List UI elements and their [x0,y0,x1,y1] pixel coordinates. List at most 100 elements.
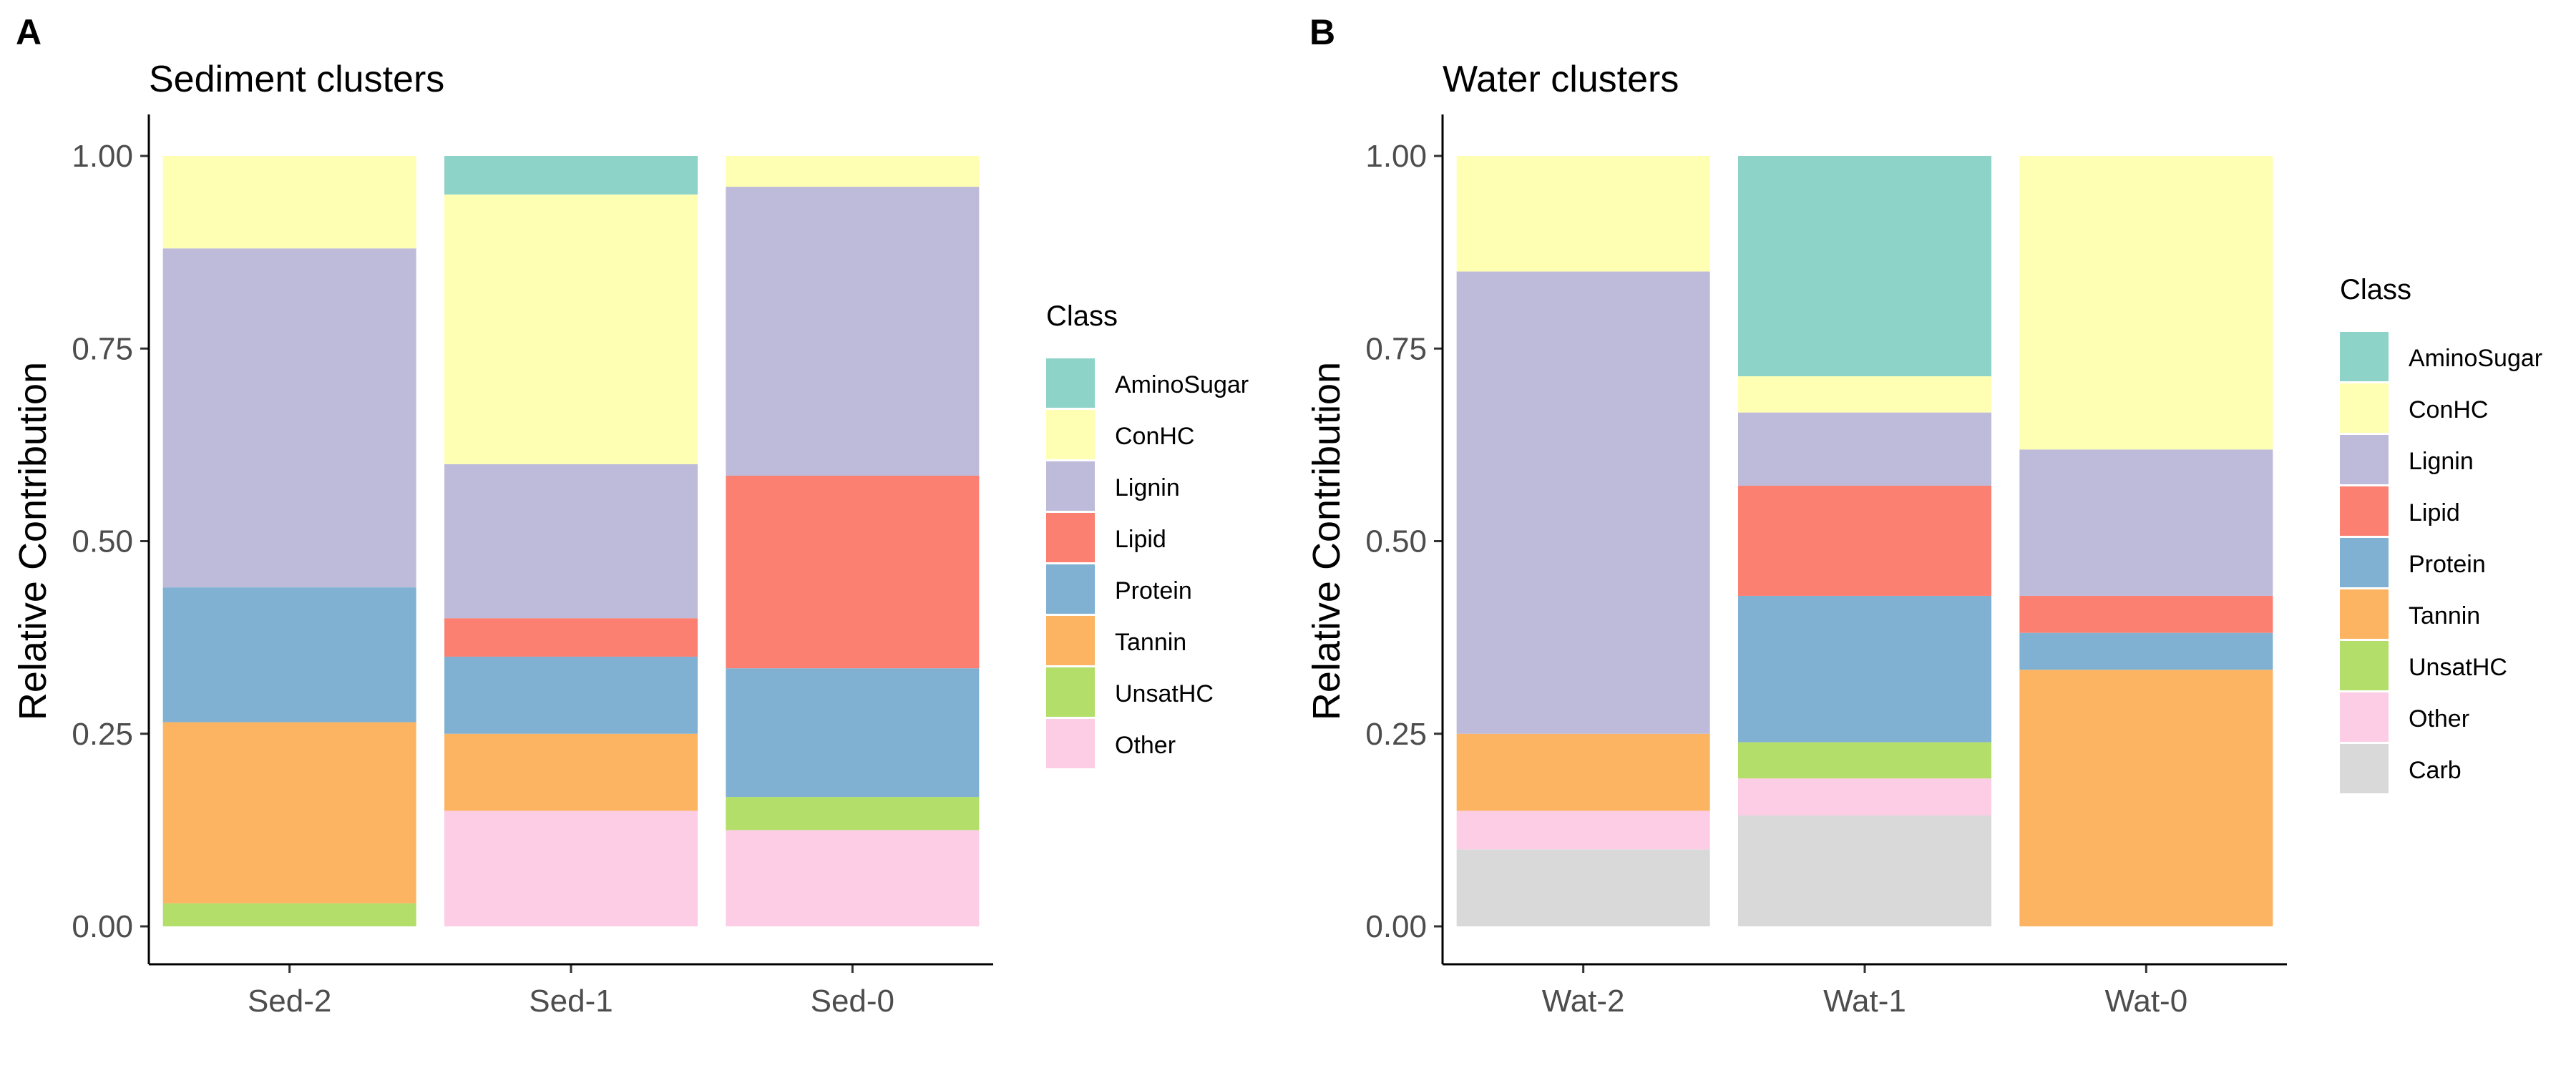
legend: Class AminoSugar ConHC Lignin Lipid Protein Ta… [2340,274,2542,793]
legend-swatch-lipid [2340,486,2389,536]
bar-segment-unsathc-sed-2 [162,903,416,926]
bar-segment-other-wat-2 [1456,810,1710,850]
legend-swatch-lignin [1046,461,1095,511]
legend-label-aminosugar: AminoSugar [1115,371,1249,398]
legend-label-lipid: Lipid [1115,526,1166,553]
bar-segment-lipid-sed-1 [444,618,698,657]
legend-label-unsathc: UnsatHC [2409,654,2507,681]
bar-segment-protein-sed-1 [444,657,698,734]
legend-swatch-lignin [2340,435,2389,484]
y-tick-label: 1.00 [1365,139,1427,174]
bar-segment-lipid-sed-0 [726,475,980,669]
x-tick-label: Sed-1 [529,984,613,1019]
bar-segment-unsathc-sed-0 [726,797,980,831]
bar-segment-carb-wat-1 [1738,815,1991,926]
panel-b: B Water clusters Relative Contribution Wat-… [1305,12,2542,1019]
legend-label-lignin: Lignin [2409,448,2474,475]
legend-label-tannin: Tannin [2409,602,2480,629]
y-tick-label: 0.50 [72,524,133,559]
legend-swatch-unsathc [1046,667,1095,717]
bar-segment-other-sed-1 [444,810,698,926]
bar-segment-other-sed-0 [726,830,980,926]
y-tick-label: 0.00 [72,909,133,944]
legend-label-protein: Protein [2409,551,2486,578]
panel-letter: A [16,12,42,52]
bar-segment-protein-sed-0 [726,668,980,798]
y-tick-label: 1.00 [72,139,133,174]
bar-segment-tannin-sed-2 [162,722,416,903]
bar-segment-conhc-sed-0 [726,156,980,187]
legend-swatch-tannin [1046,616,1095,665]
legend-swatch-protein [1046,564,1095,614]
legend-label-unsathc: UnsatHC [1115,680,1214,707]
bar-segment-conhc-wat-2 [1456,156,1710,272]
legend-title: Class [1046,300,1118,332]
bar-segment-lignin-sed-2 [162,248,416,588]
legend-label-tannin: Tannin [1115,629,1186,656]
bar-segment-lignin-sed-0 [726,187,980,476]
y-tick-label: 0.50 [1365,524,1427,559]
legend-swatch-aminosugar [2340,332,2389,381]
legend-label-carb: Carb [2409,757,2462,784]
legend-label-other: Other [2409,705,2469,733]
bar-segment-unsathc-wat-1 [1738,742,1991,779]
y-axis-label: Relative Contribution [11,362,54,720]
x-tick-label: Wat-2 [1542,984,1625,1019]
y-tick-label: 0.75 [1365,331,1427,366]
legend-swatch-carb [2340,744,2389,793]
legend-swatch-conhc [2340,383,2389,433]
bar-segment-protein-wat-0 [2019,632,2273,670]
bar-segment-other-wat-1 [1738,778,1991,815]
legend-title: Class [2340,274,2411,305]
bar-segment-conhc-sed-2 [162,156,416,249]
legend-label-lipid: Lipid [2409,499,2460,526]
bar-segment-aminosugar-sed-1 [444,156,698,195]
legend-label-conhc: ConHC [1115,423,1194,450]
bar-segment-tannin-wat-2 [1456,733,1710,811]
y-tick-label: 0.00 [1365,909,1427,944]
bar-segment-tannin-wat-0 [2019,670,2273,926]
legend-swatch-aminosugar [1046,358,1095,408]
bar-segment-tannin-sed-1 [444,733,698,811]
x-tick-label: Sed-2 [248,984,331,1019]
legend-label-other: Other [1115,732,1176,759]
legend-label-protein: Protein [1115,577,1192,604]
y-tick-label: 0.25 [72,717,133,752]
panel-a: A Sediment clusters Relative Contribution S… [11,12,1249,1019]
legend-swatch-unsathc [2340,641,2389,690]
legend-swatch-conhc [1046,410,1095,459]
bar-segment-conhc-wat-1 [1738,376,1991,413]
bar-segment-lignin-wat-0 [2019,449,2273,596]
bar-segment-lignin-wat-2 [1456,271,1710,734]
legend-label-lignin: Lignin [1115,474,1180,501]
panel-letter: B [1309,12,1335,52]
legend-swatch-other [2340,692,2389,742]
bar-segment-lipid-wat-1 [1738,485,1991,596]
bar-segment-carb-wat-2 [1456,849,1710,926]
bar-segment-conhc-wat-0 [2019,156,2273,450]
chart-title: Water clusters [1443,59,1679,100]
bar-segment-aminosugar-wat-1 [1738,156,1991,377]
legend-swatch-protein [2340,538,2389,587]
legend-label-aminosugar: AminoSugar [2409,345,2542,372]
legend-swatch-lipid [1046,513,1095,562]
bar-segment-lignin-sed-1 [444,464,698,619]
legend-label-conhc: ConHC [2409,396,2488,423]
legend-swatch-tannin [2340,589,2389,639]
x-tick-label: Wat-0 [2104,984,2187,1019]
x-tick-label: Wat-1 [1823,984,1906,1019]
legend-swatch-other [1046,719,1095,768]
bar-segment-conhc-sed-1 [444,194,698,464]
chart-title: Sediment clusters [149,59,444,100]
y-tick-label: 0.75 [72,331,133,366]
y-axis-label: Relative Contribution [1305,362,1348,720]
bar-segment-protein-wat-1 [1738,595,1991,743]
legend: Class AminoSugar ConHC Lignin Lipid Protein Ta… [1046,300,1249,768]
x-tick-label: Sed-0 [811,984,894,1019]
bar-segment-lignin-wat-1 [1738,412,1991,486]
bar-segment-protein-sed-2 [162,587,416,722]
y-tick-label: 0.25 [1365,717,1427,752]
bar-segment-lipid-wat-0 [2019,595,2273,633]
